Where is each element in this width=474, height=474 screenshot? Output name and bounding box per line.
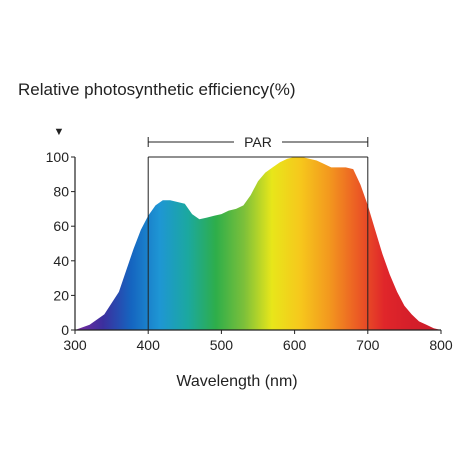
x-tick-label: 800 bbox=[429, 337, 453, 353]
x-axis-label: Wavelength (nm) bbox=[176, 373, 298, 390]
par-label: PAR bbox=[244, 134, 272, 150]
y-tick-label: 20 bbox=[53, 287, 69, 303]
spectrum-area bbox=[75, 157, 441, 330]
y-tick-label: 0 bbox=[61, 322, 69, 338]
x-tick-label: 700 bbox=[356, 337, 380, 353]
y-axis-marker: ▼ bbox=[54, 126, 65, 138]
y-tick-label: 60 bbox=[53, 218, 69, 234]
x-tick-label: 400 bbox=[137, 337, 161, 353]
x-tick-label: 500 bbox=[210, 337, 234, 353]
chart-title: Relative photosynthetic efficiency(%) bbox=[18, 80, 296, 99]
x-tick-label: 300 bbox=[63, 337, 87, 353]
y-tick-label: 100 bbox=[46, 149, 70, 165]
y-tick-label: 40 bbox=[53, 253, 69, 269]
x-tick-label: 600 bbox=[283, 337, 307, 353]
y-tick-label: 80 bbox=[53, 184, 69, 200]
